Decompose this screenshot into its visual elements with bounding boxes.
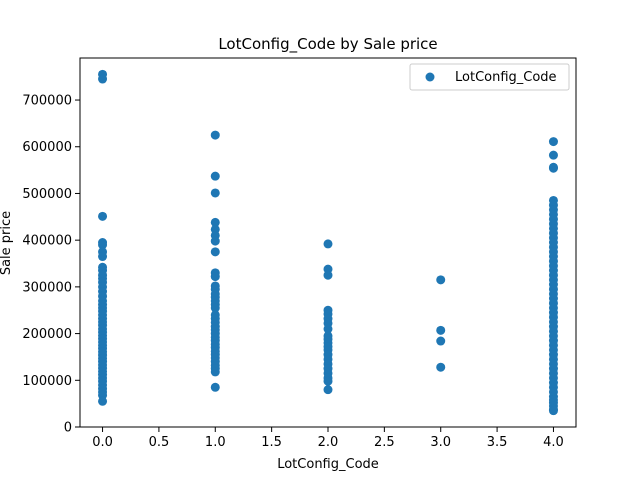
data-point bbox=[98, 74, 108, 84]
data-point bbox=[323, 385, 333, 395]
x-tick-label: 2.0 bbox=[318, 435, 339, 450]
x-axis-ticks: 0.0 0.5 1.0 1.5 2.0 2.5 3.0 3.5 4.0 bbox=[92, 427, 564, 450]
data-point bbox=[210, 171, 220, 181]
data-point bbox=[210, 303, 220, 313]
data-point bbox=[548, 137, 558, 147]
y-axis-label: Sale price bbox=[0, 211, 14, 275]
legend-box bbox=[409, 63, 570, 91]
y-tick-label: 300000 bbox=[22, 280, 72, 295]
legend: LotConfig_Code bbox=[409, 63, 570, 91]
data-point bbox=[323, 376, 333, 386]
x-tick-label: 0.5 bbox=[149, 435, 170, 450]
y-axis-ticks: 0 100000 200000 300000 400000 500000 600000 700… bbox=[22, 94, 80, 436]
data-point bbox=[210, 236, 220, 246]
x-tick-label: 1.0 bbox=[205, 435, 226, 450]
data-point bbox=[210, 188, 220, 198]
y-tick-label: 200000 bbox=[22, 327, 72, 342]
data-point bbox=[210, 247, 220, 257]
y-tick-label: 700000 bbox=[22, 94, 72, 109]
data-point bbox=[98, 240, 108, 250]
data-point bbox=[323, 239, 333, 249]
data-point bbox=[98, 252, 108, 262]
y-tick-label: 600000 bbox=[22, 140, 72, 155]
data-point bbox=[436, 325, 446, 335]
legend-label: LotConfig_Code bbox=[455, 70, 557, 85]
data-point bbox=[98, 396, 108, 406]
data-point bbox=[210, 217, 220, 227]
data-point bbox=[436, 275, 446, 285]
x-tick-label: 1.5 bbox=[261, 435, 282, 450]
data-point bbox=[436, 336, 446, 346]
plot-frame bbox=[79, 57, 577, 428]
data-point bbox=[323, 324, 333, 334]
data-point bbox=[210, 367, 220, 377]
y-tick-label: 0 bbox=[64, 421, 72, 436]
x-tick-label: 0.0 bbox=[92, 435, 113, 450]
chart-title: LotConfig_Code by Sale price bbox=[218, 35, 437, 54]
data-point bbox=[436, 362, 446, 372]
data-point bbox=[98, 211, 108, 221]
x-tick-label: 3.0 bbox=[430, 435, 451, 450]
x-tick-label: 2.5 bbox=[374, 435, 395, 450]
x-tick-label: 4.0 bbox=[543, 435, 564, 450]
scatter-points bbox=[98, 69, 558, 416]
data-point bbox=[548, 406, 558, 416]
data-point bbox=[548, 163, 558, 173]
data-point bbox=[210, 382, 220, 392]
y-tick-label: 100000 bbox=[22, 374, 72, 389]
y-tick-label: 400000 bbox=[22, 234, 72, 249]
legend-marker bbox=[425, 72, 435, 82]
data-point bbox=[323, 270, 333, 280]
data-point bbox=[548, 150, 558, 160]
data-point bbox=[210, 272, 220, 282]
x-tick-label: 3.5 bbox=[487, 435, 508, 450]
x-axis-label: LotConfig_Code bbox=[277, 457, 379, 472]
data-point bbox=[210, 130, 220, 140]
y-tick-label: 500000 bbox=[22, 187, 72, 202]
